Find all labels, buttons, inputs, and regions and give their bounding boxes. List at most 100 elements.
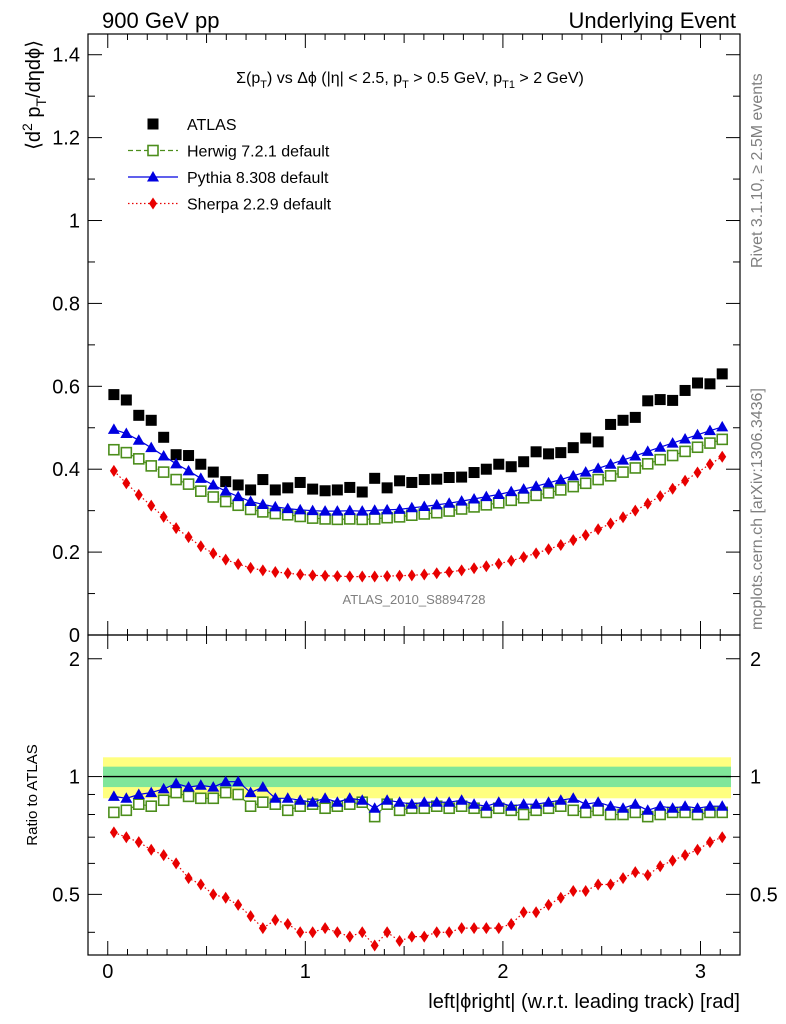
- point-sherpa: [283, 918, 292, 931]
- legend-label: Pythia 8.308 default: [187, 170, 329, 187]
- mcplots-label: mcplots.cern.ch [arXiv:1306.3436]: [749, 388, 766, 630]
- point-pythia: [343, 504, 356, 516]
- point-herwig: [666, 449, 679, 462]
- point-atlas: [220, 476, 232, 488]
- point-sherpa: [482, 922, 491, 935]
- point-herwig: [517, 808, 530, 821]
- point-sherpa: [283, 567, 292, 580]
- point-pythia: [654, 800, 667, 811]
- legend-label: Herwig 7.2.1 default: [187, 144, 330, 161]
- point-pythia: [170, 457, 183, 469]
- main-frame: [87, 33, 741, 636]
- point-pythia: [405, 501, 418, 513]
- point-pythia: [145, 786, 158, 798]
- point-atlas: [592, 436, 604, 448]
- point-atlas: [555, 447, 567, 459]
- point-herwig: [319, 802, 331, 815]
- point-herwig: [157, 794, 170, 807]
- point-pythia: [281, 792, 294, 803]
- point-pythia: [443, 796, 456, 807]
- point-sherpa: [122, 477, 131, 490]
- x-axis-label: left|ϕright| (w.r.t. leading track) [rad…: [428, 991, 740, 1013]
- point-sherpa: [172, 522, 181, 535]
- point-sherpa: [519, 551, 528, 564]
- point-sherpa: [147, 499, 156, 512]
- point-pythia: [592, 796, 605, 807]
- point-pythia: [368, 504, 381, 515]
- point-atlas: [195, 458, 207, 470]
- point-sherpa: [705, 458, 714, 471]
- point-pythia: [679, 800, 692, 811]
- point-pythia: [306, 796, 319, 807]
- legend: ATLAS Herwig 7.2.1 default Pythia 8.308 de…: [128, 117, 332, 214]
- point-atlas: [518, 456, 530, 468]
- point-pythia: [306, 504, 319, 516]
- point-sherpa: [643, 869, 652, 882]
- point-sherpa: [321, 922, 330, 935]
- y-tick-label: 0.8: [52, 293, 80, 315]
- point-sherpa: [358, 570, 367, 583]
- point-sherpa: [159, 510, 168, 523]
- point-sherpa: [457, 922, 466, 935]
- point-atlas: [456, 471, 468, 483]
- point-pythia: [219, 775, 232, 787]
- point-herwig: [120, 446, 133, 459]
- point-atlas: [567, 442, 579, 454]
- series-sherpa: [109, 450, 727, 583]
- point-sherpa: [668, 482, 677, 495]
- point-pythia: [132, 788, 145, 799]
- main-series: [107, 368, 729, 583]
- point-pythia: [517, 483, 530, 494]
- point-atlas: [654, 394, 666, 406]
- point-sherpa: [718, 831, 727, 844]
- point-sherpa: [308, 926, 317, 939]
- point-pythia: [480, 490, 493, 502]
- point-sherpa: [532, 547, 541, 560]
- point-pythia: [107, 790, 120, 801]
- point-sherpa: [333, 926, 342, 939]
- point-sherpa: [407, 930, 416, 943]
- point-pythia: [703, 800, 716, 811]
- point-sherpa: [482, 560, 491, 573]
- point-pythia: [182, 781, 195, 792]
- ratio-frame: [87, 634, 741, 956]
- point-pythia: [182, 464, 195, 476]
- y-tick-label: 1.2: [52, 128, 80, 150]
- point-pythia: [517, 798, 530, 809]
- point-herwig: [195, 485, 207, 497]
- point-sherpa: [457, 564, 466, 577]
- point-atlas: [505, 461, 517, 473]
- point-herwig: [716, 433, 729, 446]
- point-sherpa: [606, 517, 615, 530]
- rivet-label: Rivet 3.1.10, ≥ 2.5M events: [749, 73, 766, 268]
- point-pythia: [145, 441, 158, 453]
- point-sherpa: [271, 914, 280, 927]
- point-sherpa: [494, 922, 503, 935]
- point-sherpa: [507, 554, 516, 567]
- point-sherpa: [407, 569, 416, 582]
- point-sherpa: [345, 570, 354, 583]
- point-pythia: [679, 432, 692, 444]
- ratio-uncertainty-bands: [103, 757, 731, 799]
- point-herwig: [108, 443, 120, 456]
- point-sherpa: [209, 547, 218, 560]
- point-herwig: [219, 786, 232, 799]
- point-atlas: [468, 467, 480, 479]
- point-sherpa: [656, 860, 665, 873]
- point-sherpa: [606, 878, 615, 891]
- point-pythia: [405, 798, 418, 809]
- main-panel: 0 0.2 0.4 0.6 0.8 1 1.2 1.4 ATLAS_2010_S8894728…: [19, 33, 741, 647]
- point-pythia: [666, 802, 679, 813]
- point-sherpa: [569, 885, 578, 898]
- point-herwig: [182, 790, 195, 803]
- point-sherpa: [258, 564, 267, 577]
- point-atlas: [493, 458, 505, 470]
- point-sherpa: [420, 568, 429, 581]
- point-pythia: [703, 424, 716, 436]
- legend-entry-sherpa: Sherpa 2.2.9 default: [128, 197, 332, 214]
- point-herwig: [132, 453, 145, 465]
- point-atlas: [679, 384, 691, 396]
- point-atlas: [344, 481, 356, 493]
- point-sherpa: [519, 906, 528, 919]
- point-herwig: [145, 800, 158, 813]
